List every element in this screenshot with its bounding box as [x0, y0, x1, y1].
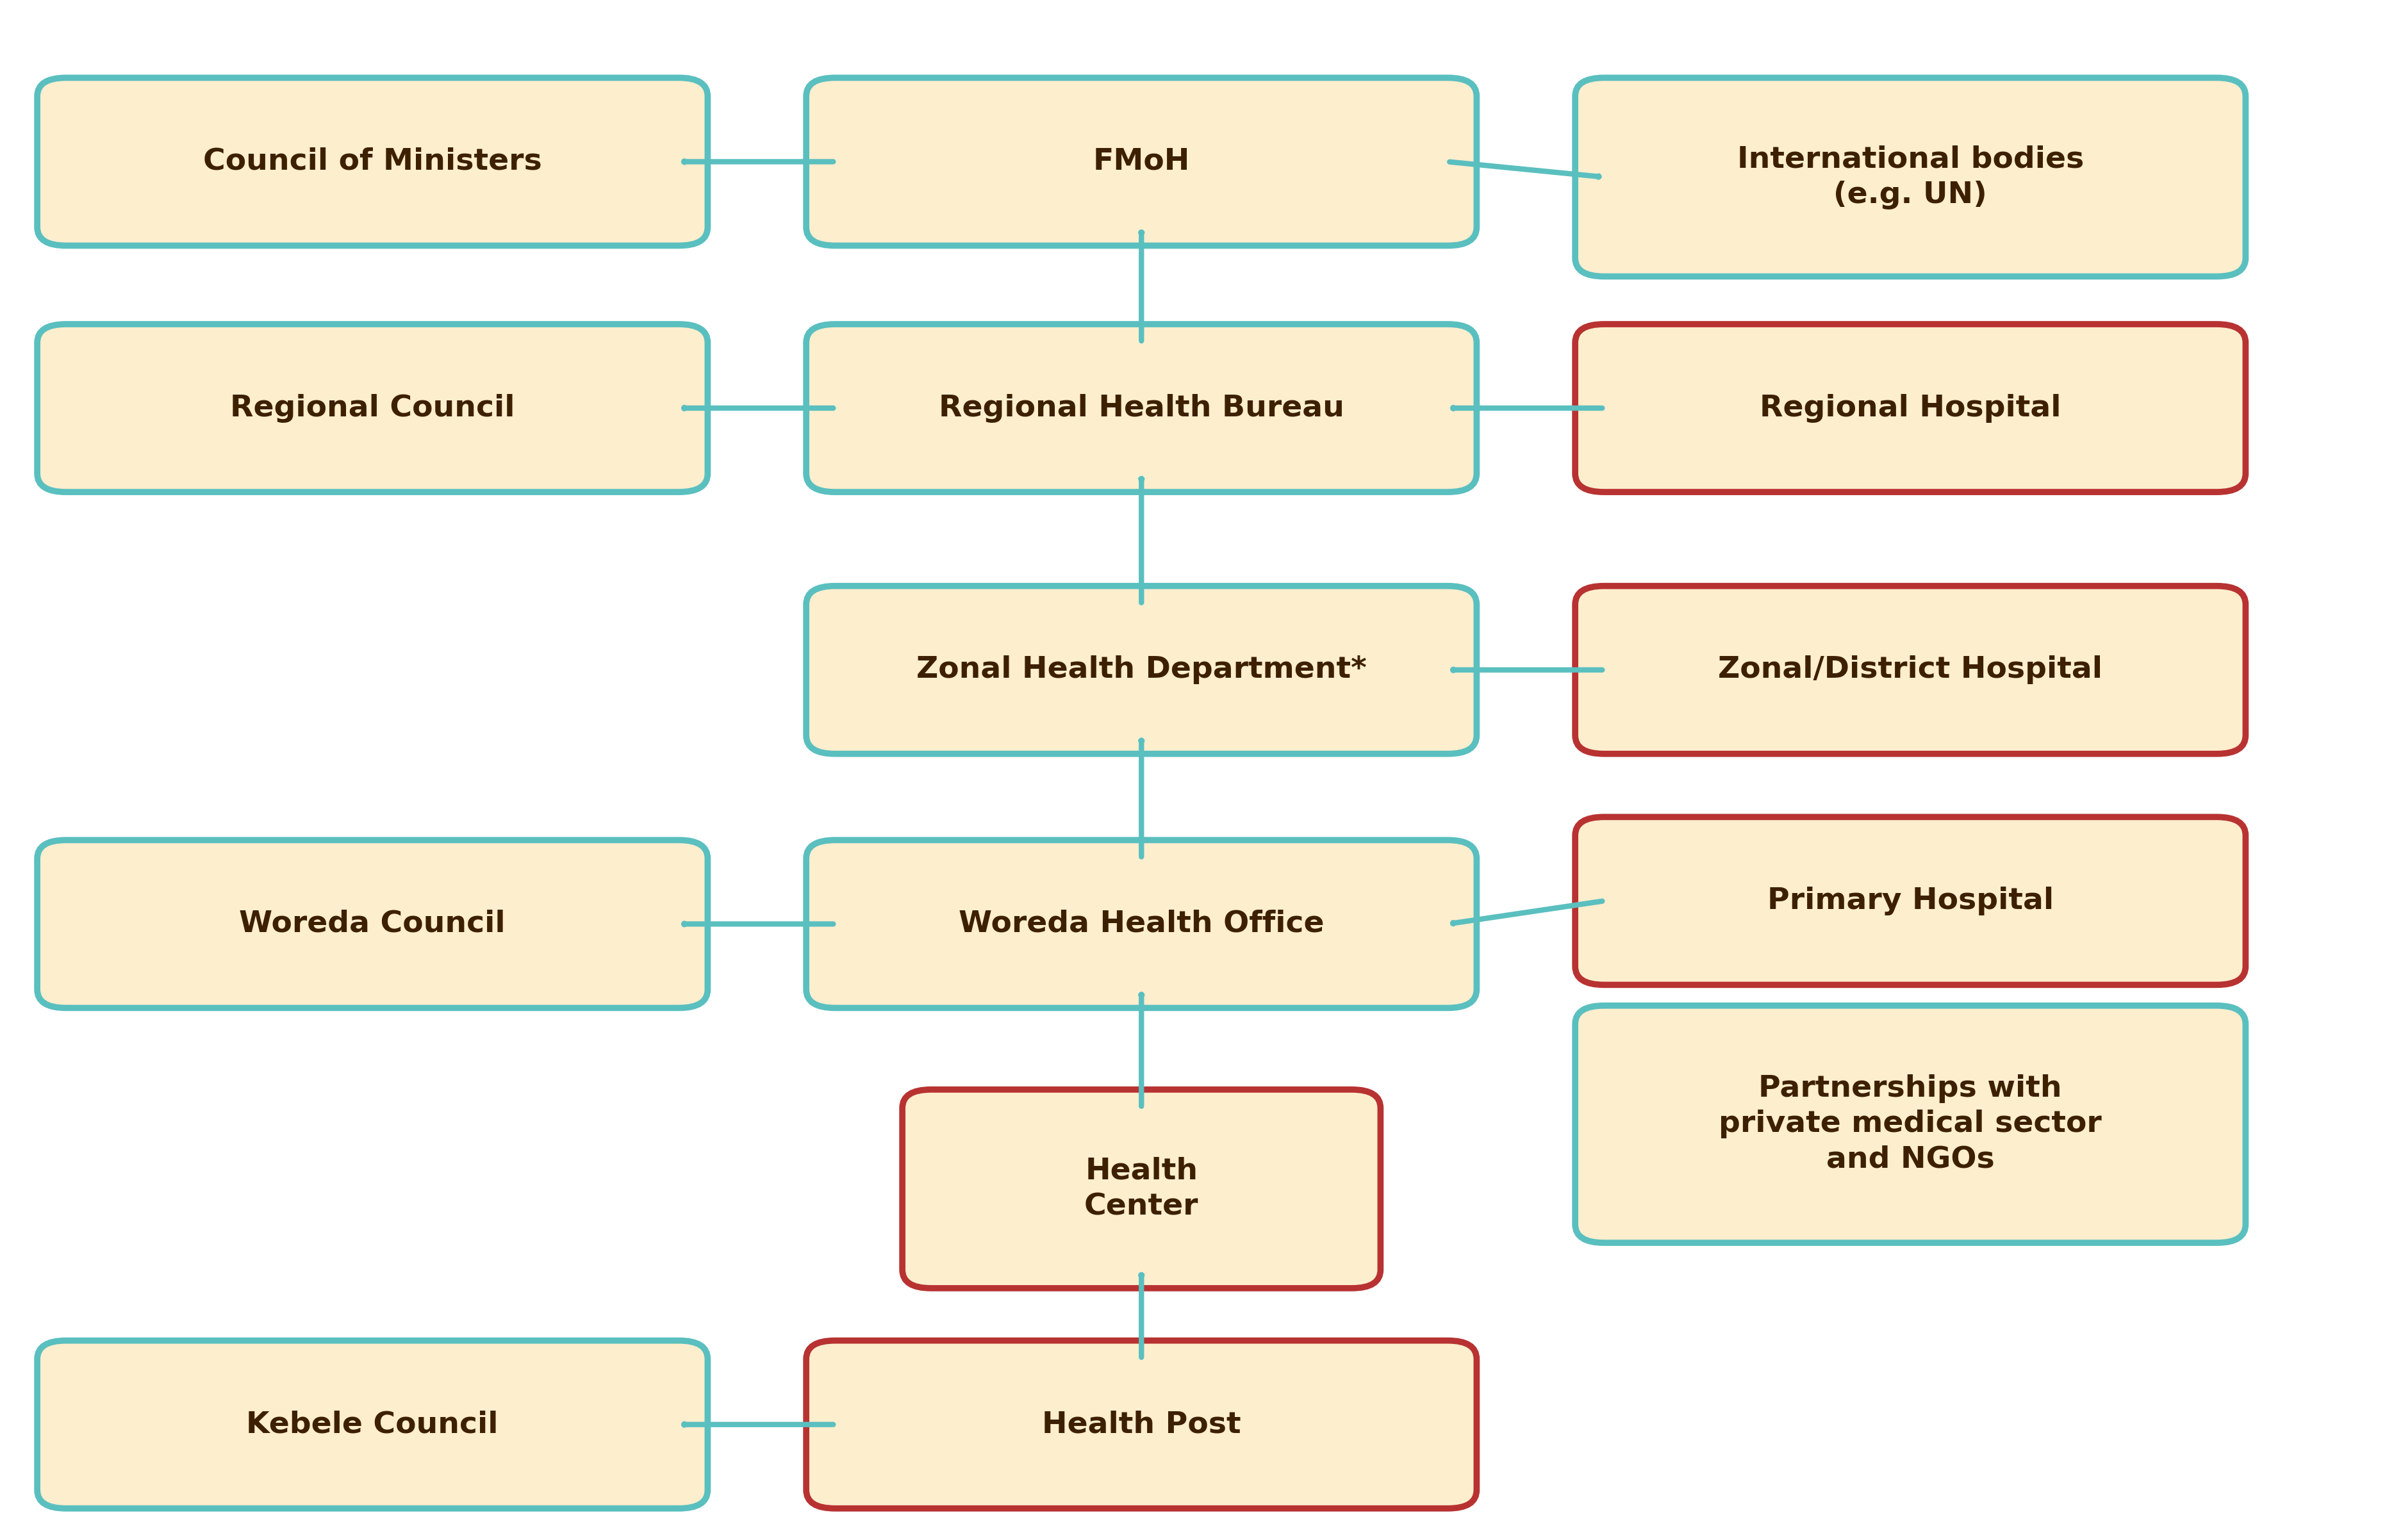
FancyBboxPatch shape	[1576, 816, 2244, 986]
FancyBboxPatch shape	[805, 841, 1475, 1007]
Text: Regional Hospital: Regional Hospital	[1759, 394, 2062, 422]
FancyBboxPatch shape	[36, 325, 709, 493]
Text: Regional Council: Regional Council	[231, 394, 514, 422]
FancyBboxPatch shape	[1576, 587, 2244, 755]
Text: Health
Center: Health Center	[1084, 1157, 1199, 1221]
FancyBboxPatch shape	[805, 1340, 1475, 1509]
Text: Regional Health Bureau: Regional Health Bureau	[940, 394, 1343, 422]
Text: International bodies
(e.g. UN): International bodies (e.g. UN)	[1737, 145, 2083, 209]
Text: Kebele Council: Kebele Council	[248, 1411, 497, 1438]
Text: Woreda Council: Woreda Council	[240, 910, 505, 938]
Text: Zonal/District Hospital: Zonal/District Hospital	[1718, 656, 2103, 684]
FancyBboxPatch shape	[1576, 1006, 2244, 1243]
Text: Zonal Health Department*: Zonal Health Department*	[916, 656, 1367, 684]
FancyBboxPatch shape	[901, 1090, 1379, 1287]
FancyBboxPatch shape	[1576, 325, 2244, 493]
FancyBboxPatch shape	[805, 325, 1475, 493]
Text: Council of Ministers: Council of Ministers	[202, 148, 543, 176]
FancyBboxPatch shape	[36, 1340, 709, 1509]
Text: FMoH: FMoH	[1093, 148, 1189, 176]
Text: Health Post: Health Post	[1043, 1411, 1240, 1438]
Text: Primary Hospital: Primary Hospital	[1766, 887, 2055, 915]
FancyBboxPatch shape	[805, 77, 1475, 245]
FancyBboxPatch shape	[1576, 77, 2244, 277]
FancyBboxPatch shape	[36, 841, 709, 1007]
FancyBboxPatch shape	[805, 587, 1475, 755]
Text: Woreda Health Office: Woreda Health Office	[959, 910, 1324, 938]
FancyBboxPatch shape	[36, 77, 709, 245]
Text: Partnerships with
private medical sector
and NGOs: Partnerships with private medical sector…	[1718, 1075, 2103, 1173]
